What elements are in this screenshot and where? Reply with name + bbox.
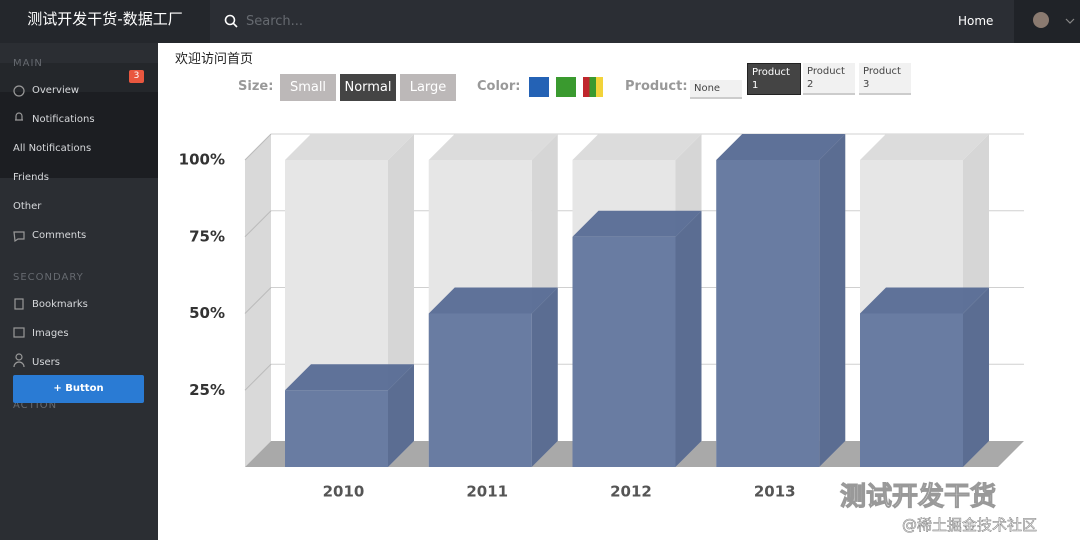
- size-button[interactable]: Large: [400, 74, 456, 101]
- section-heading: ACTION: [13, 400, 58, 411]
- wall-grid-line: [244, 287, 272, 314]
- wall-grid-line: [244, 363, 272, 391]
- bar-top: [428, 287, 558, 314]
- bar-ghost-top: [428, 134, 558, 160]
- submenu-item[interactable]: All Notifications: [13, 143, 92, 154]
- product-button[interactable]: Product 1: [747, 63, 801, 95]
- bar-top: [716, 134, 846, 160]
- bar-ghost-top: [285, 134, 414, 160]
- color-swatch[interactable]: [529, 77, 549, 97]
- size-label: Size:: [238, 79, 274, 94]
- menu-item[interactable]: Overview: [32, 85, 80, 96]
- watermark-sub: @稀土掘金技术社区: [902, 516, 1038, 535]
- submenu: [0, 92, 158, 178]
- user-menu[interactable]: [1014, 0, 1080, 43]
- y-tick-label: 75%: [189, 227, 225, 245]
- bar-side: [819, 134, 846, 467]
- bar-top: [860, 287, 989, 314]
- bar: [572, 236, 676, 467]
- search-icon: [224, 14, 238, 28]
- page-title: 欢迎访问首页: [175, 52, 254, 67]
- size-button[interactable]: Normal: [340, 74, 396, 101]
- chart: 25% 50% 75% 100% 2010 2011 2012 2013: [179, 133, 1024, 501]
- color-swatch[interactable]: [583, 77, 603, 97]
- bar: [428, 313, 532, 467]
- bar: [285, 390, 388, 467]
- x-tick-label: 2012: [610, 483, 652, 501]
- y-tick-label: 50%: [189, 304, 225, 322]
- menu-item[interactable]: Users: [32, 357, 61, 368]
- brand[interactable]: 测试开发干货-数据工厂: [0, 0, 210, 43]
- bar: [860, 313, 963, 467]
- wall-grid-line: [244, 210, 272, 238]
- x-tick-label: 2013: [754, 483, 796, 501]
- bar-top: [285, 364, 414, 391]
- product-label: Product:: [625, 79, 688, 94]
- menu-item[interactable]: Comments: [32, 230, 87, 241]
- search-input[interactable]: Search...: [246, 14, 304, 29]
- action-button[interactable]: + Button: [13, 375, 144, 403]
- x-tick-label: 2011: [466, 483, 508, 501]
- y-tick-label: 100%: [179, 151, 225, 169]
- bar-side: [963, 287, 989, 467]
- menu-item[interactable]: Bookmarks: [32, 299, 88, 310]
- nav-home[interactable]: Home: [958, 14, 994, 28]
- bar: [716, 160, 820, 467]
- bar-side: [675, 210, 702, 467]
- menu-item[interactable]: Notifications: [32, 114, 95, 125]
- product-button[interactable]: Product 3: [859, 63, 911, 95]
- x-tick-label: 2010: [323, 483, 365, 501]
- bar-side: [388, 364, 414, 467]
- color-label: Color:: [477, 79, 521, 94]
- bar-top: [572, 210, 702, 237]
- menu-item[interactable]: Images: [32, 328, 69, 339]
- menu-icons: [13, 85, 25, 368]
- product-button[interactable]: None: [690, 80, 742, 99]
- size-button[interactable]: Small: [280, 74, 336, 101]
- section-heading: SECONDARY: [13, 272, 84, 283]
- bar-ghost-top: [860, 134, 989, 160]
- submenu-item[interactable]: Friends: [13, 172, 49, 183]
- y-tick-label: 25%: [189, 381, 225, 399]
- watermark: 测试开发干货: [839, 482, 997, 513]
- submenu-item[interactable]: Other: [13, 201, 42, 212]
- section-heading: MAIN: [13, 58, 43, 69]
- color-swatch[interactable]: [556, 77, 576, 97]
- product-button[interactable]: Product 2: [803, 63, 855, 95]
- wall-grid-line: [244, 133, 272, 161]
- bar-side: [531, 287, 558, 467]
- badge: 3: [129, 70, 144, 83]
- bar-ghost-top: [572, 134, 702, 160]
